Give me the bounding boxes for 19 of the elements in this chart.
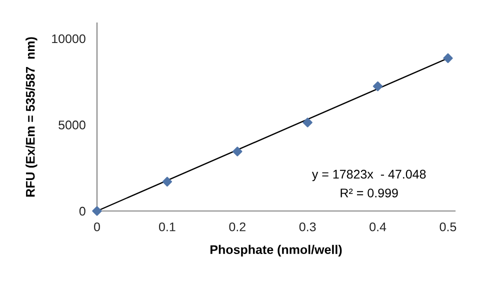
annotation: R² = 0.999	[340, 188, 398, 198]
point	[372, 81, 383, 92]
y-tick-label: 10000	[52, 34, 86, 44]
y-tick-label: 0	[79, 206, 86, 216]
annotation: y = 17823x - 47.048	[312, 170, 426, 182]
y-tick-label: 5000	[58, 120, 86, 130]
x-tick-label: 0.4	[370, 222, 386, 232]
y-axis-title: RFU (Ex/Em = 535/587 nm)	[26, 37, 38, 197]
x-tick-label: 0	[94, 222, 100, 232]
x-axis-title: Phosphate (nmol/well)	[210, 244, 342, 257]
x-tick-label: 0.3	[299, 222, 316, 232]
point	[302, 118, 312, 128]
x-tick-label: 0.5	[440, 222, 456, 232]
point	[162, 176, 172, 187]
point	[232, 146, 242, 156]
point	[443, 53, 453, 64]
x-tick-label: 0.1	[158, 222, 176, 232]
point	[92, 206, 102, 216]
x-tick-label: 0.2	[229, 222, 246, 232]
